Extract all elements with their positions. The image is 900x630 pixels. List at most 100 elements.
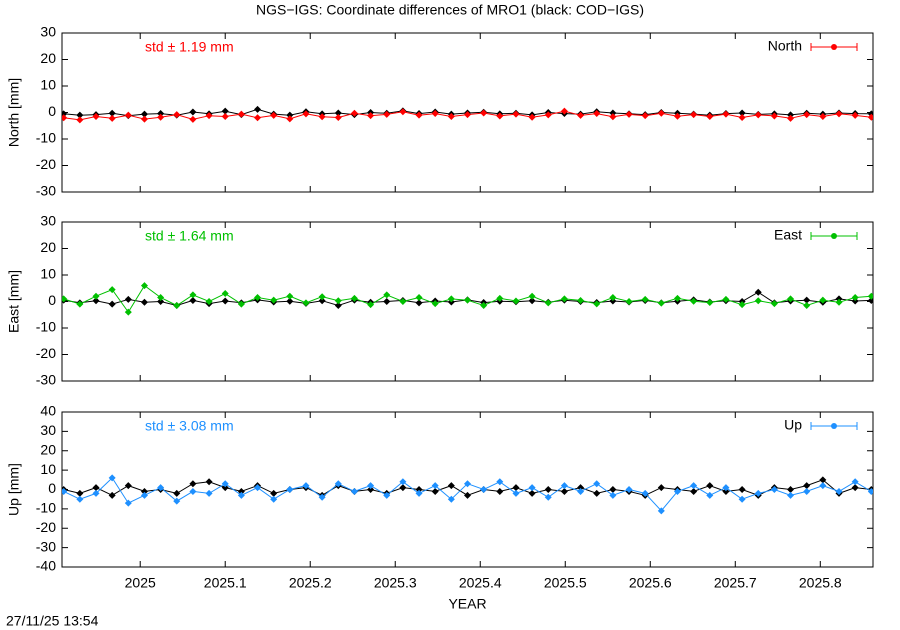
- data-point: [657, 109, 665, 117]
- data-point: [205, 112, 213, 120]
- data-point: [480, 109, 488, 117]
- data-point: [173, 489, 181, 497]
- legend-marker: [831, 423, 837, 429]
- data-point: [851, 478, 859, 486]
- data-point: [835, 298, 843, 306]
- data-point: [690, 482, 698, 490]
- data-point: [787, 486, 795, 493]
- data-point: [609, 491, 617, 499]
- data-point: [625, 110, 633, 118]
- data-point: [76, 489, 84, 497]
- data-point: [625, 298, 633, 305]
- data-point: [334, 114, 342, 122]
- data-point: [302, 299, 310, 307]
- data-point: [560, 295, 568, 303]
- data-point: [415, 299, 423, 307]
- data-point: [738, 486, 746, 493]
- data-point: [189, 487, 197, 495]
- data-point: [189, 480, 197, 488]
- legend-marker: [831, 233, 837, 239]
- data-point: [237, 300, 245, 308]
- plot-area: [62, 282, 873, 316]
- data-point: [286, 292, 294, 300]
- data-point: [270, 111, 278, 119]
- data-point: [92, 489, 100, 497]
- data-point: [560, 482, 568, 490]
- data-point: [189, 291, 197, 299]
- data-point: [318, 297, 326, 305]
- data-point: [770, 300, 778, 308]
- data-point: [706, 482, 714, 490]
- data-point: [528, 489, 536, 497]
- data-point: [270, 296, 278, 304]
- y-axis-label: North [mm]: [6, 78, 22, 147]
- data-point: [157, 110, 165, 118]
- data-point: [367, 486, 375, 493]
- data-point: [318, 113, 326, 121]
- y-tick-label: 40: [40, 403, 56, 419]
- data-point: [286, 115, 294, 123]
- data-point: [350, 294, 358, 302]
- data-point: [625, 486, 633, 493]
- data-point: [528, 484, 536, 492]
- legend-label: East: [774, 227, 802, 243]
- data-point: [560, 487, 568, 495]
- data-point: [383, 110, 391, 118]
- data-point: [528, 113, 536, 121]
- x-tick-label: 2025.5: [544, 575, 587, 591]
- data-point: [431, 487, 439, 495]
- data-point: [173, 111, 181, 119]
- data-point: [593, 110, 601, 118]
- data-point: [560, 107, 568, 115]
- x-axis-label: YEAR: [448, 596, 486, 612]
- data-point: [124, 308, 132, 316]
- y-tick-label: -20: [36, 519, 56, 535]
- data-point: [108, 300, 116, 308]
- data-point: [140, 115, 148, 123]
- data-point: [738, 114, 746, 122]
- data-point: [270, 495, 278, 503]
- data-point: [140, 487, 148, 495]
- data-point: [254, 294, 262, 302]
- data-point: [609, 113, 617, 121]
- data-point: [577, 296, 585, 304]
- data-point: [173, 497, 181, 505]
- data-point: [803, 301, 811, 309]
- data-point: [690, 111, 698, 119]
- data-point: [609, 294, 617, 302]
- data-point: [609, 486, 617, 493]
- chart-title: NGS−IGS: Coordinate differences of MRO1 …: [256, 2, 644, 18]
- data-point: [399, 484, 407, 492]
- data-point: [803, 487, 811, 495]
- y-tick-label: 30: [40, 24, 56, 40]
- annotation: std ± 3.08 mm: [145, 418, 234, 434]
- data-point: [334, 109, 342, 117]
- data-point: [593, 489, 601, 497]
- data-point: [657, 507, 665, 515]
- data-point: [851, 294, 859, 302]
- plot-area: [62, 474, 873, 515]
- data-point: [399, 298, 407, 305]
- data-point: [464, 480, 471, 488]
- data-point: [673, 487, 681, 495]
- data-point: [431, 300, 439, 308]
- y-tick-label: 10: [40, 77, 56, 93]
- data-point: [350, 487, 358, 495]
- data-point: [803, 482, 811, 490]
- data-point: [657, 299, 665, 307]
- y-tick-label: 30: [40, 422, 56, 438]
- data-point: [706, 491, 714, 499]
- data-point: [399, 108, 407, 116]
- data-point: [431, 110, 439, 118]
- data-point: [690, 297, 698, 305]
- plot-area: [62, 105, 873, 124]
- data-point: [803, 296, 811, 304]
- data-point: [787, 114, 795, 122]
- y-tick-label: -20: [36, 345, 56, 361]
- data-point: [706, 299, 714, 307]
- data-point: [673, 112, 681, 120]
- data-point: [221, 484, 229, 492]
- y-axis-label: Up [mm]: [6, 463, 22, 516]
- x-tick-label: 2025: [125, 575, 156, 591]
